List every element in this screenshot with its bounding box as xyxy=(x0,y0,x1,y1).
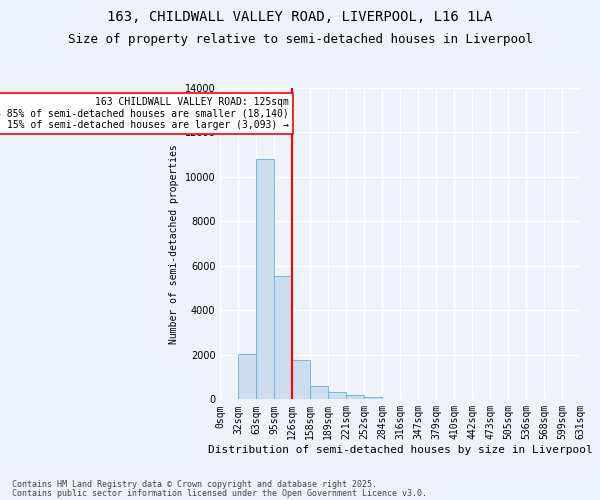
Text: Contains HM Land Registry data © Crown copyright and database right 2025.: Contains HM Land Registry data © Crown c… xyxy=(12,480,377,489)
Bar xyxy=(328,392,346,400)
Text: Contains public sector information licensed under the Open Government Licence v3: Contains public sector information licen… xyxy=(12,489,427,498)
Bar xyxy=(238,354,256,400)
Bar xyxy=(256,159,274,400)
Y-axis label: Number of semi-detached properties: Number of semi-detached properties xyxy=(169,144,179,344)
Bar xyxy=(346,396,364,400)
Bar xyxy=(310,386,328,400)
Bar xyxy=(364,397,382,400)
Bar xyxy=(274,276,292,400)
Bar xyxy=(292,360,310,400)
Text: 163, CHILDWALL VALLEY ROAD, LIVERPOOL, L16 1LA: 163, CHILDWALL VALLEY ROAD, LIVERPOOL, L… xyxy=(107,10,493,24)
X-axis label: Distribution of semi-detached houses by size in Liverpool: Distribution of semi-detached houses by … xyxy=(208,445,593,455)
Text: 163 CHILDWALL VALLEY ROAD: 125sqm
← 85% of semi-detached houses are smaller (18,: 163 CHILDWALL VALLEY ROAD: 125sqm ← 85% … xyxy=(0,97,289,130)
Text: Size of property relative to semi-detached houses in Liverpool: Size of property relative to semi-detach… xyxy=(67,32,533,46)
